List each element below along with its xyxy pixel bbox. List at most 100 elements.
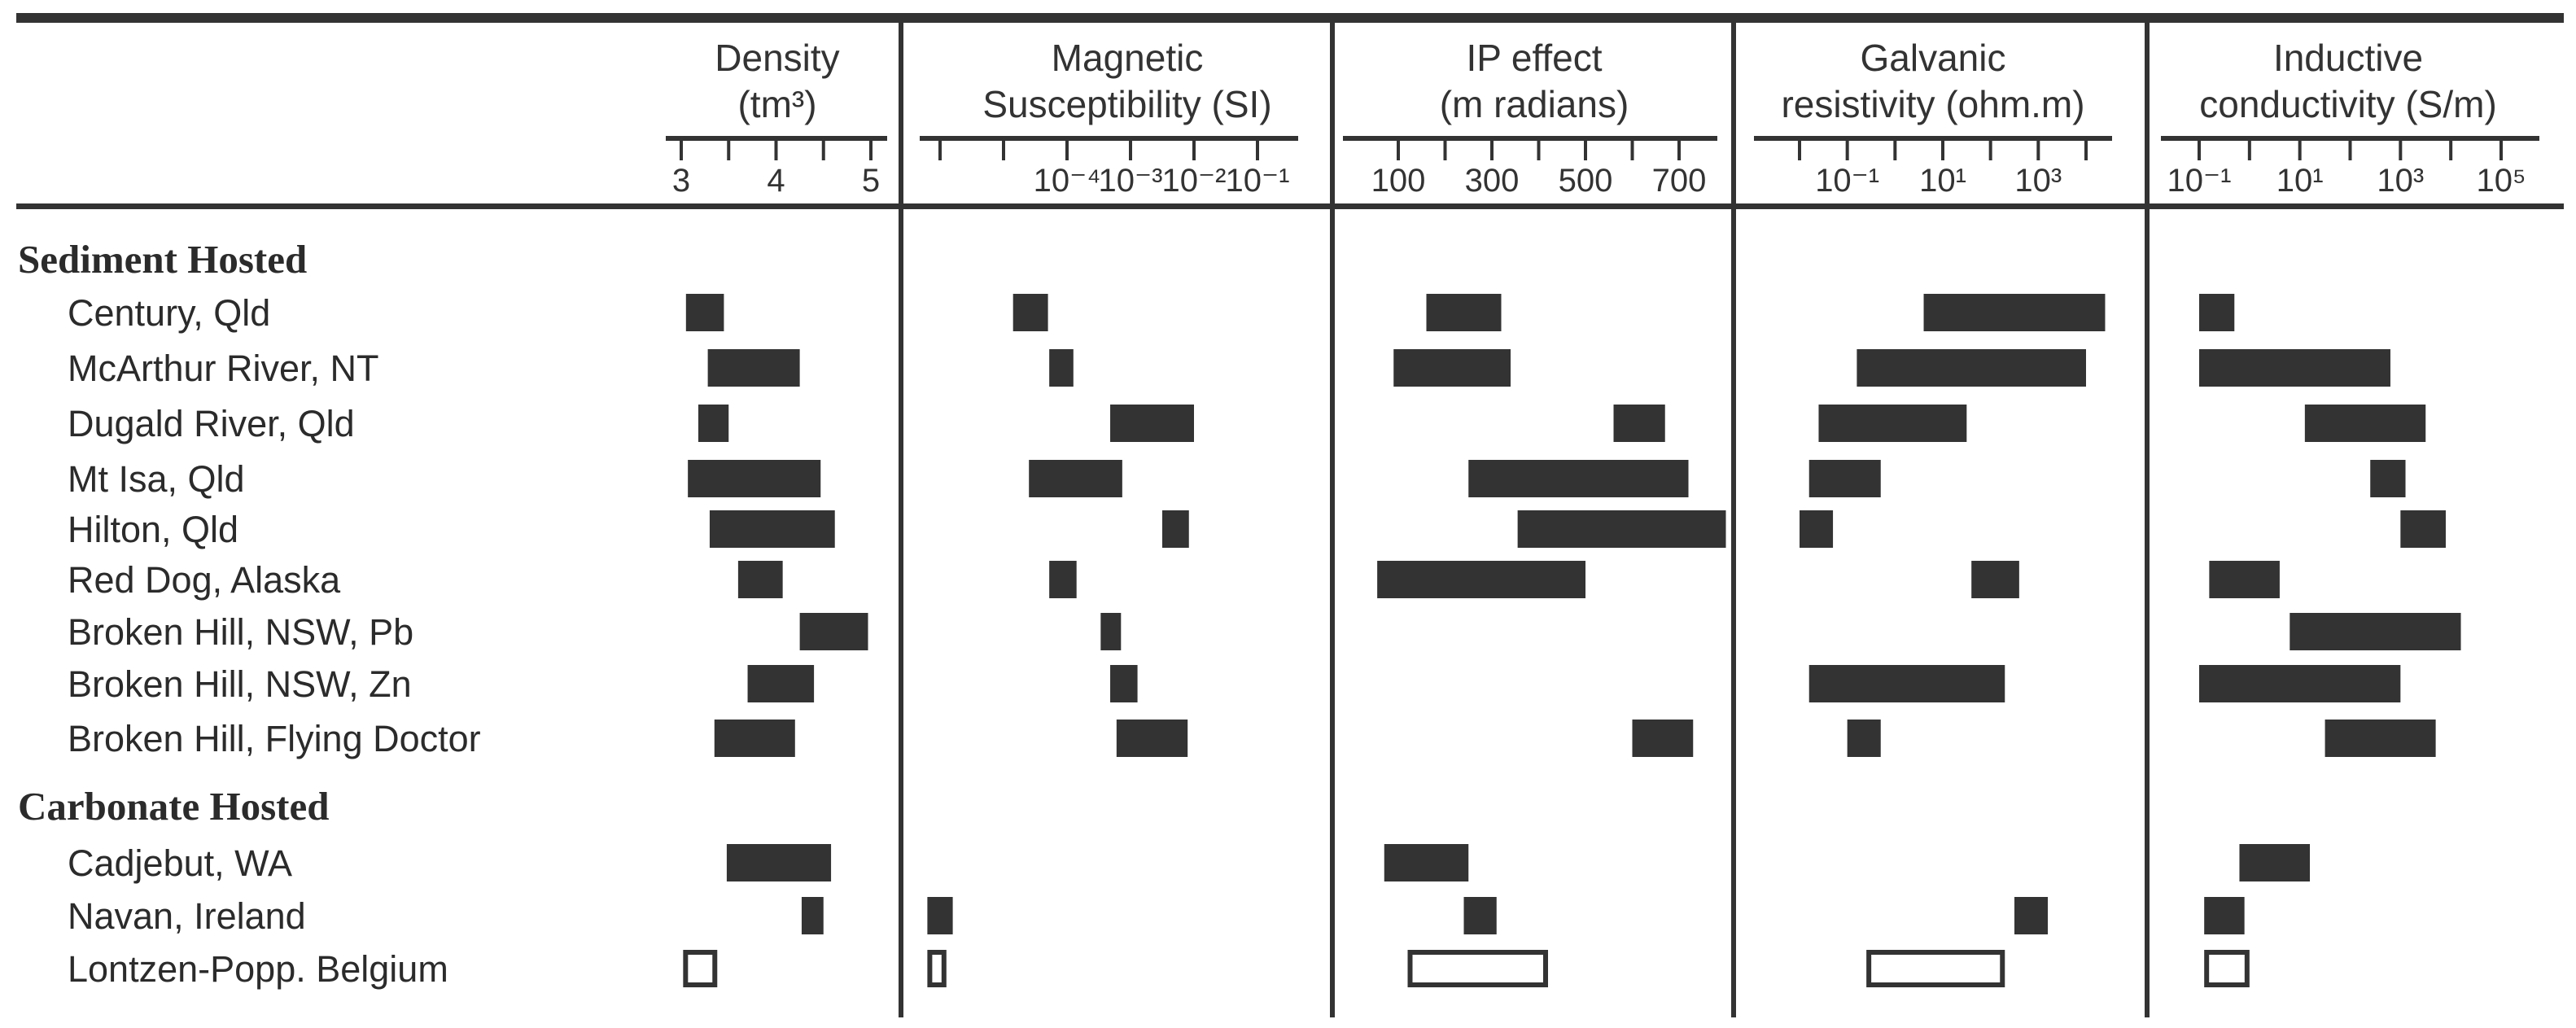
magnetic-range-bar xyxy=(1116,720,1188,757)
density-tick-label: 4 xyxy=(767,163,785,199)
deposit-label: Mt Isa, Qld xyxy=(68,458,245,500)
galvanic-range-bar xyxy=(1923,294,2106,331)
ip-tick-label: 100 xyxy=(1371,163,1426,199)
density-tick-label: 3 xyxy=(672,163,690,199)
magnetic-range-bar xyxy=(927,897,953,934)
top-border xyxy=(16,13,2564,23)
inductive-range-bar xyxy=(2204,950,2250,987)
inductive-tick-label: 10¹ xyxy=(2276,163,2324,199)
ip-tick-label: 700 xyxy=(1652,163,1707,199)
deposit-label: Cadjebut, WA xyxy=(68,842,292,884)
inductive-tick-label: 10⁵ xyxy=(2476,163,2526,199)
deposit-label: McArthur River, NT xyxy=(68,348,379,389)
density-range-bar xyxy=(726,844,832,881)
ip-title-line: (m radians) xyxy=(1440,83,1629,125)
magnetic-range-bar xyxy=(1012,294,1048,331)
ip-range-bar xyxy=(1632,720,1694,757)
column-divider xyxy=(1330,23,1335,1017)
inductive-tick-label: 10⁻¹ xyxy=(2167,163,2232,199)
density-range-bar xyxy=(707,349,800,387)
deposit-label: Hilton, Qld xyxy=(68,509,238,550)
ip-range-bar xyxy=(1377,561,1585,598)
galvanic-tick-label: 10³ xyxy=(2014,163,2062,199)
deposit-label: Dugald River, Qld xyxy=(68,403,355,444)
inductive-range-bar xyxy=(2239,844,2311,881)
column-divider xyxy=(2145,23,2150,1017)
magnetic-range-bar xyxy=(927,950,947,987)
magnetic-range-bar xyxy=(1162,510,1189,548)
group-heading: Sediment Hosted xyxy=(18,237,307,282)
ip-title-line: IP effect xyxy=(1466,37,1602,79)
ip-range-bar xyxy=(1517,510,1726,548)
magnetic-tick-label: 10⁻² xyxy=(1162,163,1227,199)
galvanic-tick-label: 10¹ xyxy=(1919,163,1966,199)
deposit-label: Navan, Ireland xyxy=(68,895,306,937)
density-range-bar xyxy=(737,561,783,598)
magnetic-title-line: Susceptibility (SI) xyxy=(982,83,1271,125)
galvanic-range-bar xyxy=(1857,349,2086,387)
magnetic-range-bar xyxy=(1110,665,1138,702)
ip-range-bar xyxy=(1384,844,1469,881)
deposit-label: Lontzen-Popp. Belgium xyxy=(68,948,448,990)
column-divider xyxy=(899,23,903,1017)
inductive-range-bar xyxy=(2199,665,2401,702)
density-range-bar xyxy=(698,405,729,442)
magnetic-tick-label: 10⁻¹ xyxy=(1226,163,1290,199)
galvanic-range-bar xyxy=(1808,665,2005,702)
magnetic-range-bar xyxy=(1049,561,1077,598)
deposit-label: Red Dog, Alaska xyxy=(68,559,341,601)
ip-range-bar xyxy=(1393,349,1511,387)
density-range-bar xyxy=(683,950,718,987)
group-heading: Carbonate Hosted xyxy=(18,784,329,829)
galvanic-range-bar xyxy=(1818,405,1967,442)
galvanic-range-bar xyxy=(1808,460,1881,497)
density-range-bar xyxy=(714,720,795,757)
density-range-bar xyxy=(801,897,824,934)
deposit-label: Century, Qld xyxy=(68,292,270,334)
inductive-range-bar xyxy=(2204,897,2245,934)
inductive-tick-label: 10³ xyxy=(2377,163,2424,199)
inductive-range-bar xyxy=(2199,294,2235,331)
galvanic-title-line: resistivity (ohm.m) xyxy=(1781,83,2084,125)
galvanic-range-bar xyxy=(1866,950,2005,987)
galvanic-range-bar xyxy=(2014,897,2049,934)
density-range-bar xyxy=(799,613,868,650)
inductive-range-bar xyxy=(2199,349,2390,387)
magnetic-title-line: Magnetic xyxy=(1052,37,1204,79)
density-range-bar xyxy=(747,665,815,702)
inductive-range-bar xyxy=(2400,510,2446,548)
density-range-bar xyxy=(688,460,821,497)
ip-range-bar xyxy=(1426,294,1502,331)
ip-range-bar xyxy=(1468,460,1689,497)
magnetic-range-bar xyxy=(1049,349,1074,387)
inductive-range-bar xyxy=(2209,561,2280,598)
header-divider xyxy=(16,203,2564,209)
inductive-range-bar xyxy=(2370,460,2406,497)
galvanic-range-bar xyxy=(1971,561,2019,598)
column-divider xyxy=(1731,23,1736,1017)
magnetic-tick-label: 10⁻³ xyxy=(1099,163,1163,199)
ip-tick-label: 300 xyxy=(1465,163,1520,199)
inductive-title-line: Inductive xyxy=(2273,37,2423,79)
inductive-range-bar xyxy=(2325,720,2436,757)
galvanic-range-bar xyxy=(1847,720,1881,757)
galvanic-title-line: Galvanic xyxy=(1861,37,2006,79)
magnetic-range-bar xyxy=(1029,460,1122,497)
density-title-line: Density xyxy=(715,37,839,79)
inductive-title-line: conductivity (S/m) xyxy=(2199,83,2497,125)
deposit-label: Broken Hill, NSW, Zn xyxy=(68,663,412,705)
ip-range-bar xyxy=(1613,405,1665,442)
magnetic-range-bar xyxy=(1100,613,1122,650)
magnetic-range-bar xyxy=(1110,405,1194,442)
density-range-bar xyxy=(685,294,724,331)
magnetic-tick-label: 10⁻⁴ xyxy=(1034,163,1101,199)
deposit-label: Broken Hill, NSW, Pb xyxy=(68,611,413,653)
galvanic-tick-label: 10⁻¹ xyxy=(1815,163,1879,199)
deposit-label: Broken Hill, Flying Doctor xyxy=(68,718,481,759)
ip-range-bar xyxy=(1463,897,1497,934)
ip-range-bar xyxy=(1407,950,1548,987)
ip-tick-label: 500 xyxy=(1559,163,1613,199)
inductive-range-bar xyxy=(2304,405,2426,442)
density-tick-label: 5 xyxy=(862,163,880,199)
